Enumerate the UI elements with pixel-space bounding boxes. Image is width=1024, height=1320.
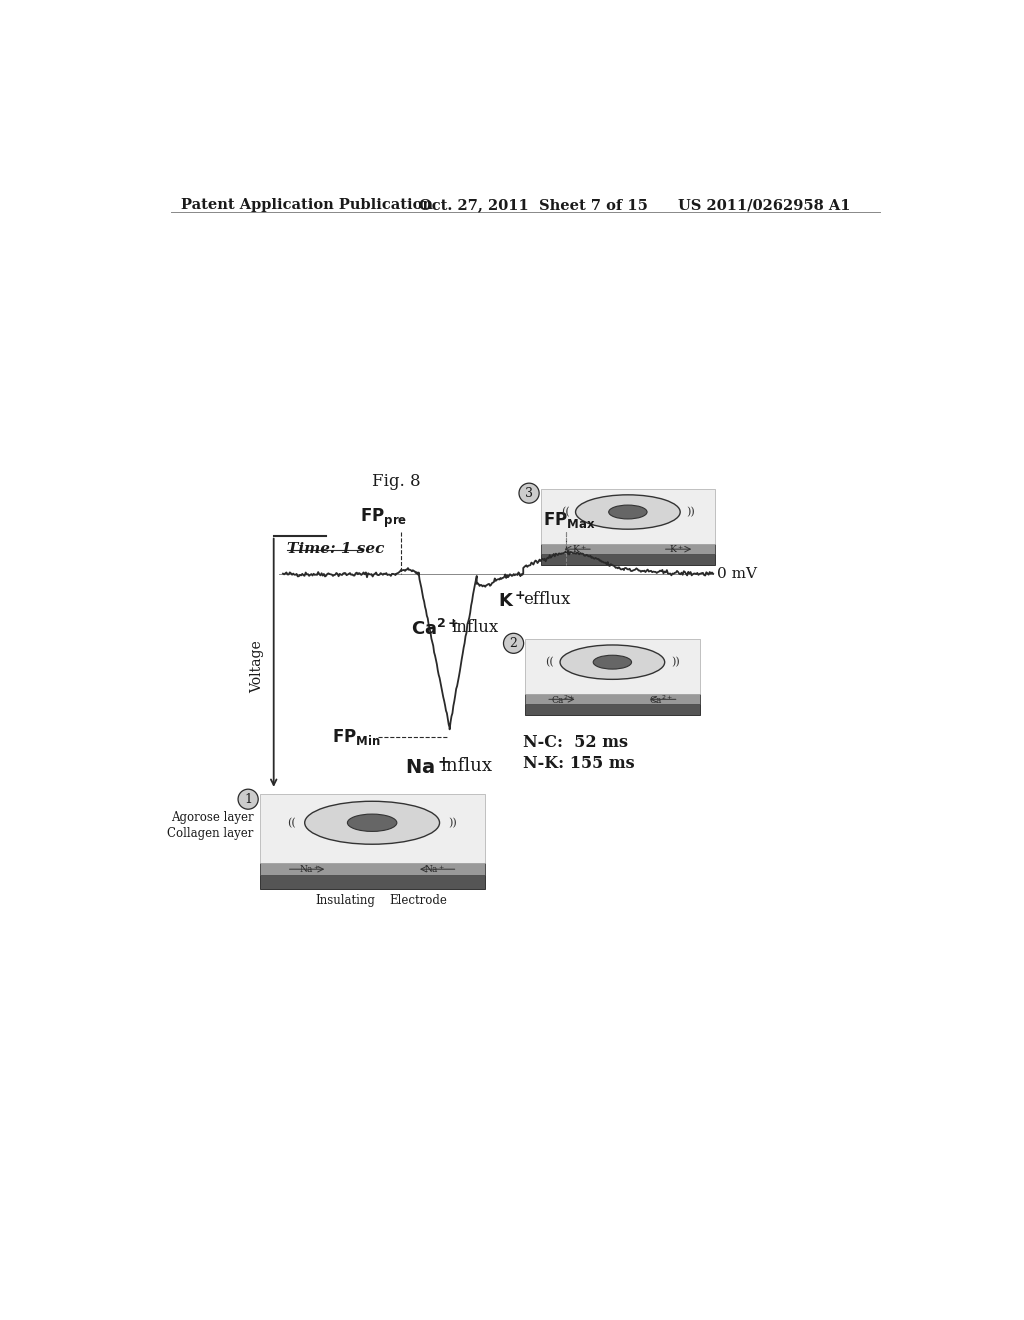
Text: K$^+$: K$^+$ xyxy=(571,544,587,554)
Text: K$^+$: K$^+$ xyxy=(670,544,684,554)
Text: N-C:  52 ms: N-C: 52 ms xyxy=(523,734,629,751)
Text: ((: (( xyxy=(545,657,554,668)
Text: Na$^+$: Na$^+$ xyxy=(299,863,319,875)
Text: )): )) xyxy=(686,507,695,517)
Text: )): )) xyxy=(671,657,680,668)
Text: efflux: efflux xyxy=(523,591,570,609)
Circle shape xyxy=(504,634,523,653)
Text: $\mathbf{Ca^{2+}}$: $\mathbf{Ca^{2+}}$ xyxy=(411,619,459,639)
Ellipse shape xyxy=(305,801,439,845)
Text: $\mathbf{K^+}$: $\mathbf{K^+}$ xyxy=(498,591,525,610)
Text: 0 mV: 0 mV xyxy=(717,568,757,581)
Ellipse shape xyxy=(608,506,647,519)
Text: $\mathbf{FP}_{\mathbf{Max}}$: $\mathbf{FP}_{\mathbf{Max}}$ xyxy=(543,511,595,531)
Text: N-K: 155 ms: N-K: 155 ms xyxy=(523,755,635,772)
Text: 2: 2 xyxy=(510,636,517,649)
Text: $\mathbf{FP}_{\mathbf{Min}}$: $\mathbf{FP}_{\mathbf{Min}}$ xyxy=(332,727,381,747)
Text: Collagen layer: Collagen layer xyxy=(167,828,254,841)
Text: Fig. 8: Fig. 8 xyxy=(372,473,421,490)
Text: influx: influx xyxy=(440,758,493,775)
Text: )): )) xyxy=(449,817,458,828)
Text: $\mathbf{FP}_{\mathbf{pre}}$: $\mathbf{FP}_{\mathbf{pre}}$ xyxy=(360,507,408,531)
Bar xyxy=(260,793,484,863)
Bar xyxy=(541,488,715,544)
Bar xyxy=(525,639,699,694)
Text: Electrode: Electrode xyxy=(390,894,447,907)
Text: Patent Application Publication: Patent Application Publication xyxy=(180,198,433,213)
Text: influx: influx xyxy=(452,619,499,636)
Text: ((: (( xyxy=(561,507,569,517)
Ellipse shape xyxy=(347,814,397,832)
Text: 3: 3 xyxy=(525,487,534,500)
Bar xyxy=(525,694,699,705)
Text: $\mathbf{Na^+}$: $\mathbf{Na^+}$ xyxy=(406,758,450,779)
Text: Time: 1 sec: Time: 1 sec xyxy=(287,543,384,556)
Ellipse shape xyxy=(593,655,632,669)
Bar xyxy=(541,544,715,554)
Text: ((: (( xyxy=(287,817,296,828)
Ellipse shape xyxy=(575,495,680,529)
Circle shape xyxy=(519,483,540,503)
Ellipse shape xyxy=(560,645,665,680)
Text: US 2011/0262958 A1: US 2011/0262958 A1 xyxy=(678,198,851,213)
Text: Oct. 27, 2011  Sheet 7 of 15: Oct. 27, 2011 Sheet 7 of 15 xyxy=(419,198,647,213)
Text: Ca$^{2+}$: Ca$^{2+}$ xyxy=(552,693,575,705)
Text: 1: 1 xyxy=(244,793,252,805)
Text: Na$^+$: Na$^+$ xyxy=(425,863,445,875)
Text: Insulating: Insulating xyxy=(315,894,375,907)
Text: Voltage: Voltage xyxy=(251,640,264,693)
Bar xyxy=(541,544,715,565)
Bar xyxy=(525,694,699,715)
Text: Ca$^{2+}$: Ca$^{2+}$ xyxy=(649,693,674,705)
Bar xyxy=(260,863,484,875)
Bar xyxy=(260,863,484,890)
Text: Agorose layer: Agorose layer xyxy=(171,812,254,825)
Circle shape xyxy=(238,789,258,809)
